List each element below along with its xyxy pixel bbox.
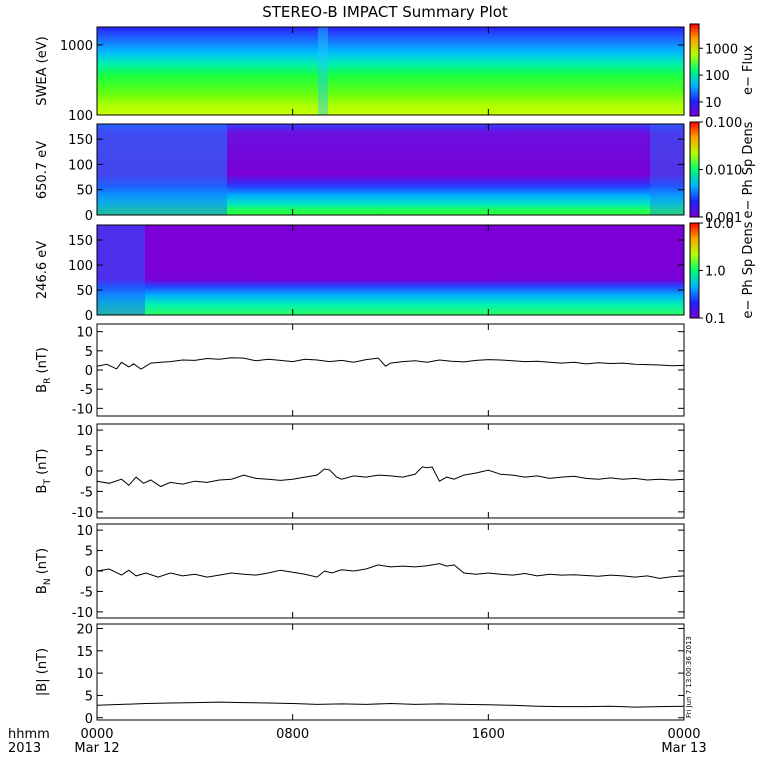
y-tick-label: 5 (85, 345, 93, 360)
pad246-heatmap (97, 225, 684, 315)
br-y-ticks: 10 5 0 -5 -10 (72, 326, 684, 417)
panel-br: 10 5 0 -5 -10 BR (nT) (35, 323, 685, 417)
swea-colorbar-ticks: 1000 100 10 (699, 42, 738, 111)
swea-y-ticks: 1000 100 (60, 39, 684, 124)
pad650-y-label: 650.7 eV (35, 141, 50, 199)
colorbar-tick-label: 10 (705, 96, 722, 111)
pad246-y-ticks: 150 100 50 0 (68, 234, 684, 324)
btotal-frame (96, 623, 685, 721)
pad650-colorbar (689, 121, 700, 218)
y-tick-label: 50 (76, 184, 93, 199)
bn-y-ticks: 10 5 0 -5 -10 (72, 524, 684, 621)
colorbar-tick-label: 10.0 (705, 217, 734, 232)
panel-btotal: 20 15 10 5 0 |B| (nT) Fri Jun 7 13:00:36 201… (35, 622, 693, 726)
pad650-frame (96, 123, 685, 216)
colorbar-tick-label: 1000 (705, 42, 738, 57)
colorbar-tick-label: 0.001 (705, 211, 742, 226)
swea-y-label: SWEA (eV) (35, 36, 50, 105)
time-axis-row2-label: 2013 (8, 741, 41, 756)
pad650-y-ticks: 150 100 50 0 (68, 133, 684, 224)
y-tick-label: 100 (68, 109, 93, 124)
pad650-heatmap-early (97, 124, 227, 215)
y-tick-label: 100 (68, 259, 93, 274)
pad650-colorbar-ticks: 0.100 0.010 0.001 (699, 116, 742, 226)
y-tick-label: 0 (85, 309, 93, 324)
pad246-y-label: 246.6 eV (35, 241, 50, 299)
colorbar-tick-label: 0.1 (705, 312, 726, 327)
y-tick-label: -10 (72, 402, 93, 417)
y-tick-label: -5 (80, 485, 93, 500)
swea-colorbar (689, 23, 700, 117)
colorbar-tick-label: 100 (705, 69, 730, 84)
x-tick-label: 1600 (472, 727, 505, 742)
colorbar-tick-label: 1.0 (705, 265, 726, 280)
bn-series-line (96, 563, 685, 579)
pad246-colorbar-label: e− Ph Sp Dens (741, 221, 756, 318)
x-tick-sublabel: Mar 12 (74, 741, 119, 756)
x-tick-label: 0000 (667, 727, 700, 742)
pad246-colorbar (689, 222, 700, 319)
bt-frame (96, 423, 685, 519)
y-tick-label: 5 (85, 689, 93, 704)
y-tick-label: 10 (76, 667, 93, 682)
y-tick-label: -10 (72, 606, 93, 621)
panel-bn: 10 5 0 -5 -10 BN (nT) (35, 523, 685, 621)
y-tick-label: -10 (72, 506, 93, 521)
y-tick-label: 15 (76, 645, 93, 660)
bt-series-line (96, 466, 685, 488)
y-tick-label: -5 (80, 585, 93, 600)
y-tick-label: 0 (85, 364, 93, 379)
y-tick-label: 50 (76, 284, 93, 299)
y-tick-label: 0 (85, 712, 93, 727)
swea-frame (96, 26, 685, 116)
panel-pad-246: 150 100 50 0 246.6 eV 10.0 1.0 0.1 e− Ph Sp D… (35, 217, 756, 327)
colorbar-tick-label: 0.010 (705, 164, 742, 179)
y-tick-label: 150 (68, 234, 93, 249)
x-tick-label: 0800 (276, 727, 309, 742)
y-tick-label: 0 (85, 465, 93, 480)
bt-y-ticks: 10 5 0 -5 -10 (72, 424, 684, 521)
y-tick-label: 10 (76, 326, 93, 341)
y-tick-label: -5 (80, 383, 93, 398)
br-y-label: BR (nT) (35, 347, 53, 393)
bt-y-label: BT (nT) (35, 449, 53, 494)
figure-title: STEREO-B IMPACT Summary Plot (262, 3, 508, 21)
br-series-line (96, 357, 685, 370)
swea-heatmap-dip (318, 27, 328, 115)
pad650-heatmap-late (650, 124, 684, 215)
btotal-y-label: |B| (nT) (35, 648, 50, 696)
bn-y-label: BN (nT) (35, 548, 53, 594)
panel-bt: 10 5 0 -5 -10 BT (nT) (35, 423, 685, 521)
y-tick-label: 5 (85, 445, 93, 460)
y-tick-label: 20 (76, 622, 93, 637)
creation-stamp: Fri Jun 7 13:00:36 2013 (685, 636, 693, 718)
pad246-frame (96, 224, 685, 316)
colorbar-tick-label: 0.100 (705, 116, 742, 131)
y-tick-label: 10 (76, 524, 93, 539)
panel-pad-650: 150 100 50 0 650.7 eV 0.100 0.010 0.001 e− Ph… (35, 116, 756, 226)
x-tick-label: 0000 (80, 727, 113, 742)
y-tick-label: 0 (85, 209, 93, 224)
pad246-colorbar-ticks: 10.0 1.0 0.1 (699, 217, 734, 327)
btotal-y-ticks: 20 15 10 5 0 (76, 622, 684, 727)
time-axis-row1-label: hhmm (8, 727, 50, 742)
br-frame (96, 323, 685, 417)
y-tick-label: 1000 (60, 39, 93, 54)
swea-heatmap (97, 27, 684, 115)
swea-colorbar-label: e− Flux (741, 45, 756, 95)
panel-swea: 1000 100 SWEA (eV) 1000 100 10 e− Flux (35, 23, 756, 124)
y-tick-label: 100 (68, 158, 93, 173)
y-tick-label: 10 (76, 424, 93, 439)
y-tick-label: 5 (85, 545, 93, 560)
bn-frame (96, 523, 685, 619)
x-tick-sublabel: Mar 13 (661, 741, 706, 756)
y-tick-label: 0 (85, 565, 93, 580)
btotal-series-line (96, 701, 685, 708)
pad246-heatmap-early (97, 225, 145, 315)
y-tick-label: 150 (68, 133, 93, 148)
pad650-colorbar-label: e− Ph Sp Dens (741, 121, 756, 218)
